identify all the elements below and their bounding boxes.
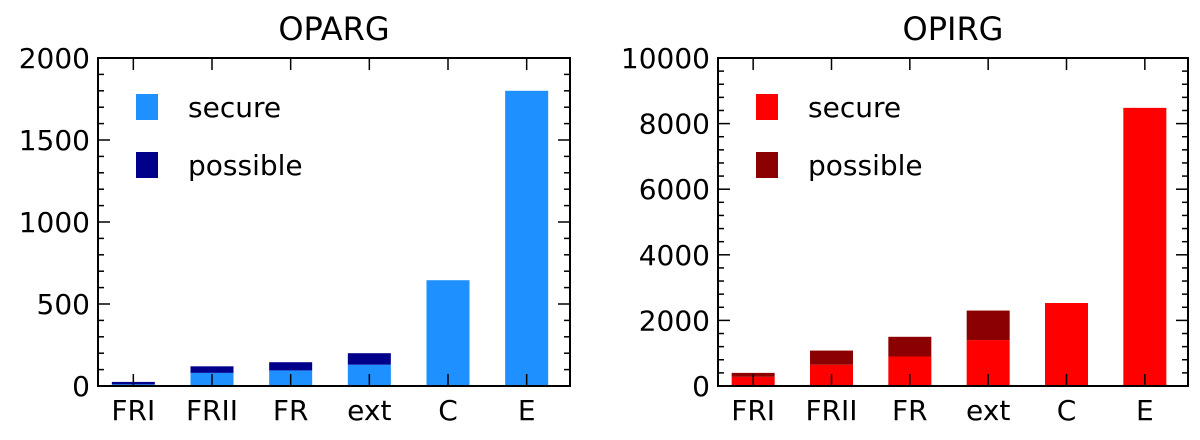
x-tick-label-fri: FRI xyxy=(731,394,775,427)
y-tick-label: 1500 xyxy=(19,124,90,157)
bar-possible-ext xyxy=(347,353,391,365)
chart-panel-opirg: OPIRG 0 2000 4000 6000 8000 10000 FRI FRII FR ext C… xyxy=(621,10,1189,427)
legend-swatch-possible xyxy=(756,152,778,178)
chart-panel-oparg: OPARG 0 500 1000 1500 2000 FRI FRII FR ext C Esecur… xyxy=(19,10,571,427)
y-tick-label: 8000 xyxy=(639,108,710,141)
x-tick-label-fr: FR xyxy=(273,394,309,427)
plot-frame xyxy=(97,57,571,387)
y-tick-label: 0 xyxy=(72,370,90,403)
y-tick-label: 4000 xyxy=(639,239,710,272)
legend-swatch-possible xyxy=(136,152,158,178)
bar-secure-e xyxy=(505,90,549,387)
chart-title: OPARG xyxy=(278,10,389,48)
legend-label-secure: secure xyxy=(808,91,901,124)
x-tick-label-fri: FRI xyxy=(111,394,155,427)
legend-label-possible: possible xyxy=(188,149,303,182)
bar-possible-frii xyxy=(190,366,234,373)
x-tick-label-ext: ext xyxy=(347,394,391,427)
y-tick-label: 0 xyxy=(692,370,710,403)
x-tick-label-e: E xyxy=(1136,394,1154,427)
chart-title: OPIRG xyxy=(903,10,1004,48)
y-tick-label: 2000 xyxy=(639,304,710,337)
legend-swatch-secure xyxy=(136,94,158,120)
x-tick-label-fr: FR xyxy=(892,394,928,427)
legend-label-secure: secure xyxy=(188,91,281,124)
x-tick-label-e: E xyxy=(518,394,536,427)
x-tick-label-c: C xyxy=(438,394,458,427)
bar-secure-c xyxy=(426,280,470,386)
bar-secure-c xyxy=(1045,303,1088,386)
y-tick-label: 2000 xyxy=(19,42,90,75)
bar-secure-e xyxy=(1123,107,1167,386)
y-tick-label: 10000 xyxy=(621,42,710,75)
y-tick-label: 500 xyxy=(37,288,90,321)
bar-possible-fr xyxy=(888,336,932,357)
legend-label-possible: possible xyxy=(808,149,923,182)
plot-frame xyxy=(717,57,1189,387)
legend-swatch-secure xyxy=(756,94,778,120)
bar-possible-ext xyxy=(966,310,1010,341)
y-tick-label: 6000 xyxy=(639,173,710,206)
bar-possible-fr xyxy=(269,362,313,371)
x-tick-label-c: C xyxy=(1057,394,1077,427)
x-tick-label-ext: ext xyxy=(966,394,1010,427)
bar-possible-frii xyxy=(810,350,853,365)
x-tick-label-frii: FRII xyxy=(805,394,857,427)
y-tick-label: 1000 xyxy=(19,206,90,239)
x-tick-label-frii: FRII xyxy=(186,394,238,427)
